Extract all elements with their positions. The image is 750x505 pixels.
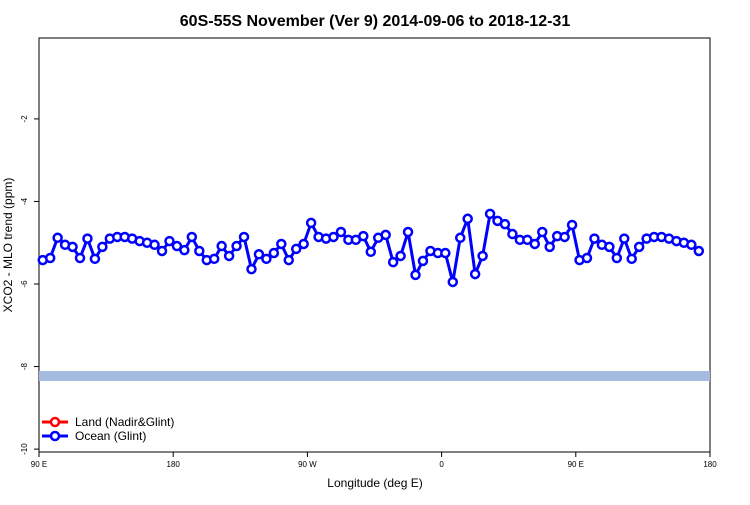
data-point — [253, 249, 265, 260]
plot-frame — [38, 37, 711, 453]
data-point — [164, 235, 175, 247]
data-point — [686, 239, 697, 251]
data-point — [208, 253, 220, 265]
data-point — [462, 213, 473, 225]
data-point — [328, 231, 339, 243]
data-point — [566, 219, 578, 231]
data-point — [186, 231, 198, 243]
data-point — [380, 229, 391, 241]
data-point — [402, 226, 414, 238]
data-point — [581, 252, 593, 264]
data-point — [276, 238, 287, 250]
data-point — [454, 232, 466, 244]
data-point — [335, 226, 347, 238]
x-tick-label: 0 — [439, 460, 444, 469]
x-tick-label: 90 E — [568, 460, 584, 469]
data-point — [537, 226, 548, 238]
data-point — [231, 240, 242, 252]
data-point — [74, 252, 86, 264]
data-point — [417, 255, 429, 267]
data-point — [283, 254, 295, 266]
y-tick-label: -6 — [20, 280, 29, 288]
x-tick-label: 180 — [167, 460, 181, 469]
x-tick-label: 90 E — [31, 460, 47, 469]
data-point — [216, 240, 227, 252]
x-tick-label: 180 — [703, 460, 717, 469]
legend-swatch-marker — [49, 430, 61, 442]
data-point — [611, 252, 623, 264]
data-point — [305, 217, 317, 229]
y-axis-label: XCO2 - MLO trend (ppm) — [1, 178, 15, 313]
data-point — [67, 241, 78, 253]
data-point — [440, 247, 451, 259]
data-point — [604, 241, 615, 253]
data-point — [149, 239, 160, 251]
y-tick-label: -4 — [20, 197, 29, 205]
data-point — [156, 245, 168, 257]
data-point — [544, 241, 555, 253]
legend-label: Ocean (Glint) — [75, 429, 146, 443]
data-point — [223, 250, 235, 262]
x-axis-label: Longitude (deg E) — [327, 476, 422, 490]
data-point — [44, 252, 56, 264]
data-point — [52, 232, 63, 244]
data-point — [82, 233, 93, 244]
data-point — [387, 256, 399, 268]
data-point — [194, 245, 205, 257]
data-point — [358, 230, 369, 242]
data-point — [298, 238, 309, 250]
data-point — [693, 245, 705, 257]
data-point — [89, 253, 101, 265]
data-point — [395, 250, 406, 262]
legend-swatch-marker — [49, 416, 61, 428]
data-point — [246, 263, 257, 275]
data-point — [238, 231, 250, 243]
data-point — [97, 241, 108, 253]
data-point — [268, 247, 280, 259]
data-point — [179, 244, 190, 256]
data-point — [499, 218, 511, 230]
data-point — [171, 240, 183, 252]
y-tick-label: -10 — [20, 443, 29, 455]
data-point — [261, 253, 272, 265]
data-point — [484, 208, 496, 220]
data-point — [290, 243, 302, 255]
data-point — [633, 241, 645, 253]
data-point — [626, 253, 637, 265]
data-point — [410, 269, 421, 281]
data-point — [469, 268, 481, 280]
data-point — [559, 231, 570, 243]
data-point — [589, 233, 600, 244]
data-point — [447, 276, 459, 288]
data-point — [477, 250, 488, 262]
data-point — [522, 234, 533, 246]
y-tick-label: -2 — [20, 115, 29, 123]
data-point — [619, 233, 630, 244]
legend-label: Land (Nadir&Glint) — [75, 415, 174, 429]
y-tick-label: -8 — [20, 362, 29, 370]
data-point — [529, 238, 541, 250]
data-point — [507, 228, 518, 240]
chart-title: 60S-55S November (Ver 9) 2014-09-06 to 2… — [180, 13, 571, 30]
x-tick-label: 90 W — [298, 460, 317, 469]
data-point — [365, 246, 377, 258]
